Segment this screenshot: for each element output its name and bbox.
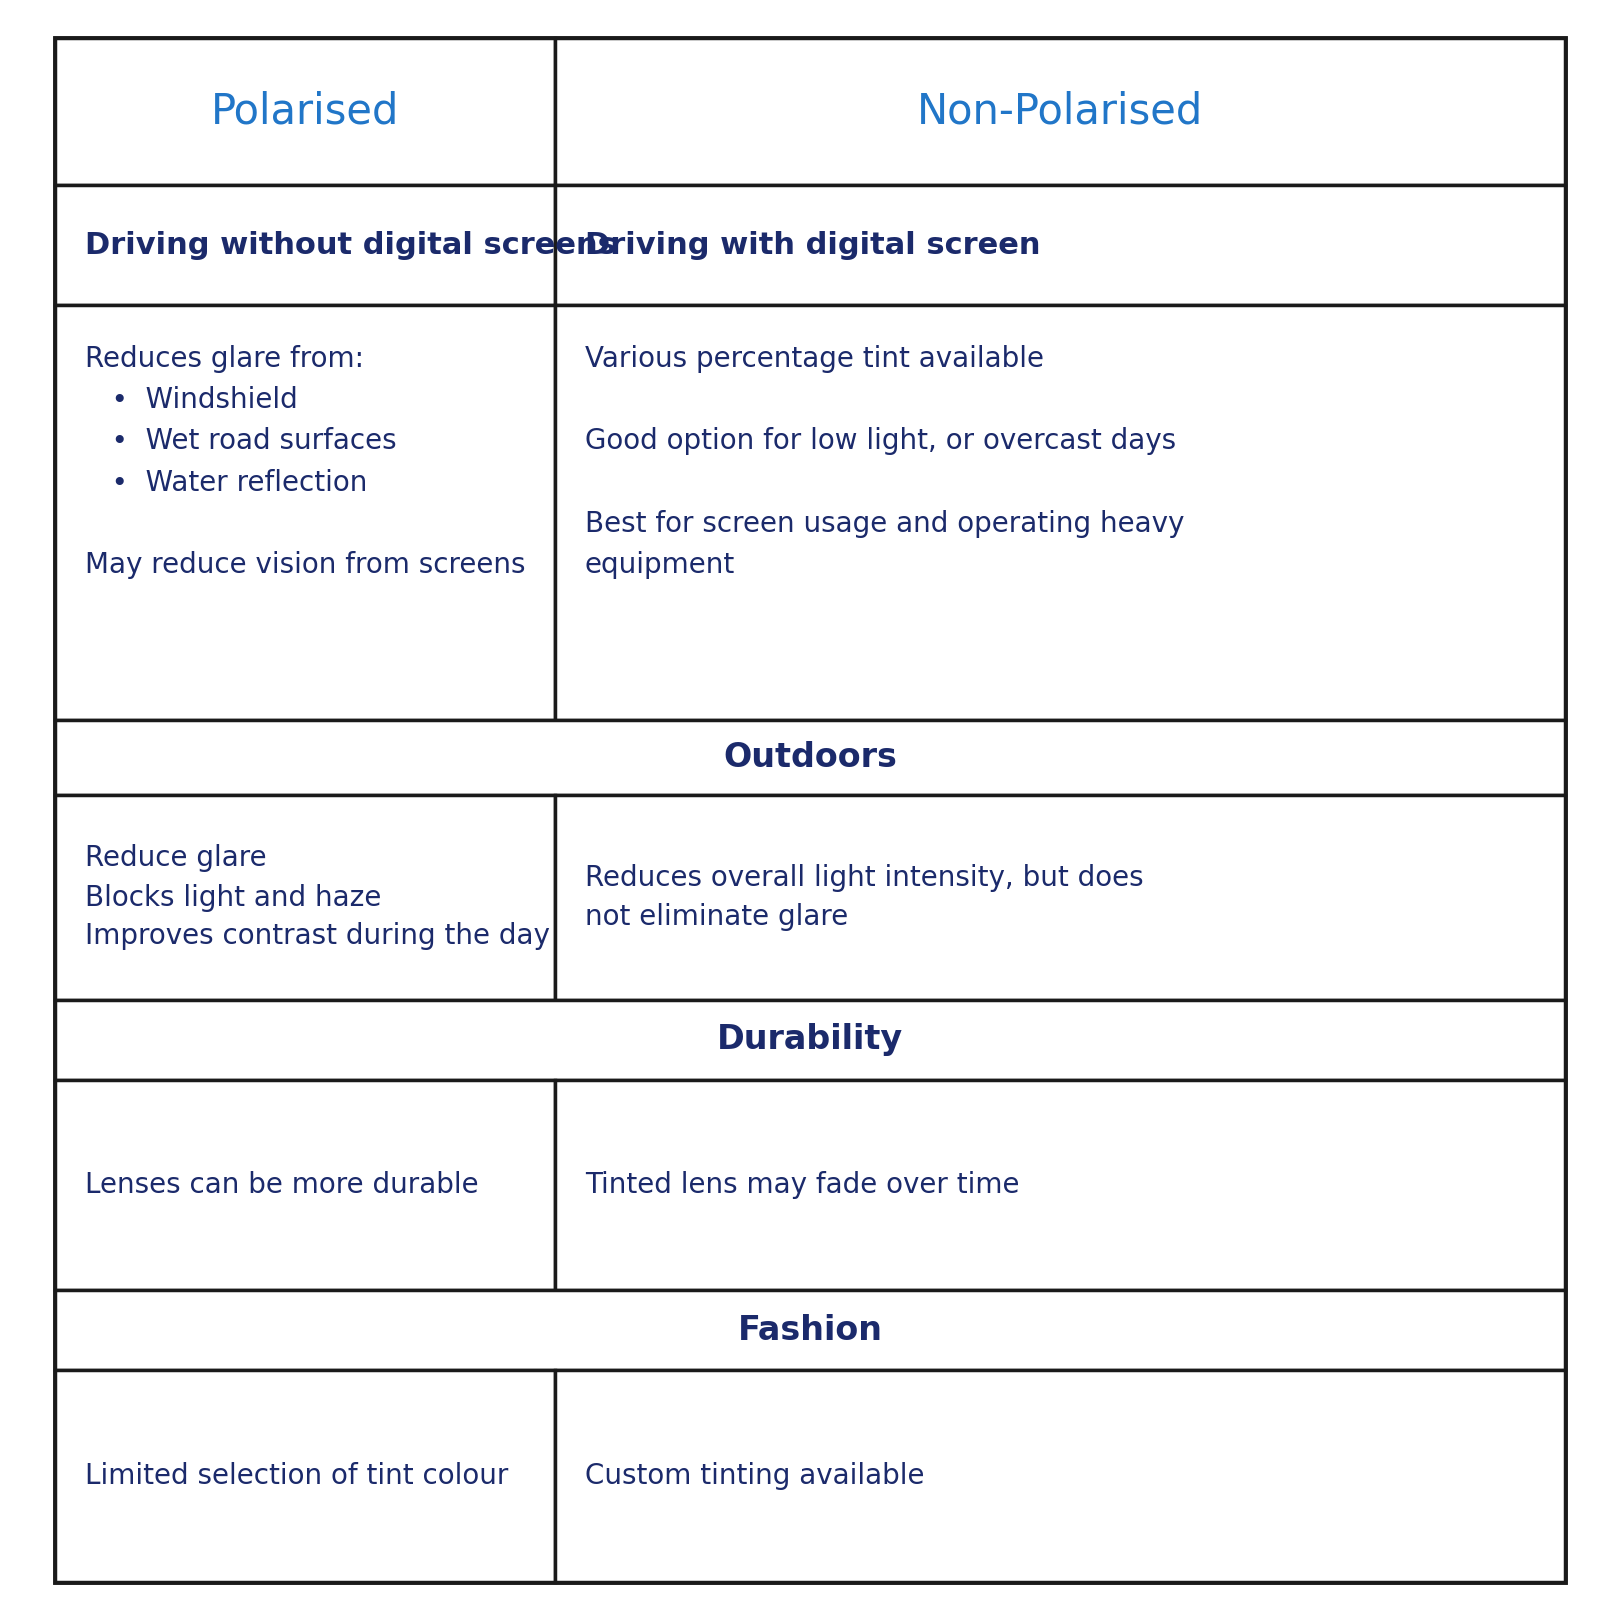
- Text: Reduces overall light intensity, but does
not eliminate glare: Reduces overall light intensity, but doe…: [585, 863, 1144, 931]
- Text: Tinted lens may fade over time: Tinted lens may fade over time: [585, 1171, 1019, 1199]
- Text: Driving with digital screen: Driving with digital screen: [585, 230, 1040, 259]
- Bar: [556, 305, 1565, 719]
- Bar: [556, 185, 1565, 305]
- Bar: [55, 1000, 1565, 1081]
- Bar: [55, 1290, 1565, 1371]
- Bar: [556, 1371, 1565, 1583]
- Text: Fashion: Fashion: [737, 1314, 883, 1346]
- Bar: [55, 37, 556, 185]
- Text: Reduce glare
Blocks light and haze
Improves contrast during the day: Reduce glare Blocks light and haze Impro…: [84, 844, 549, 951]
- Text: Lenses can be more durable: Lenses can be more durable: [84, 1171, 478, 1199]
- Text: Driving without digital screens: Driving without digital screens: [84, 230, 616, 259]
- Bar: [556, 37, 1565, 185]
- Bar: [556, 795, 1565, 1000]
- Text: Reduces glare from:
   •  Windshield
   •  Wet road surfaces
   •  Water reflect: Reduces glare from: • Windshield • Wet r…: [84, 345, 525, 578]
- Text: Non-Polarised: Non-Polarised: [917, 91, 1204, 133]
- Bar: [55, 719, 1565, 795]
- Text: Polarised: Polarised: [211, 91, 399, 133]
- Text: Limited selection of tint colour: Limited selection of tint colour: [84, 1461, 509, 1490]
- Bar: [55, 795, 556, 1000]
- Text: Durability: Durability: [718, 1024, 902, 1056]
- Bar: [55, 1081, 556, 1290]
- Bar: [55, 1371, 556, 1583]
- Text: Outdoors: Outdoors: [723, 740, 897, 774]
- Bar: [556, 1081, 1565, 1290]
- Text: Custom tinting available: Custom tinting available: [585, 1461, 925, 1490]
- Bar: [55, 185, 556, 305]
- Bar: [55, 305, 556, 719]
- Text: Various percentage tint available

Good option for low light, or overcast days

: Various percentage tint available Good o…: [585, 345, 1184, 578]
